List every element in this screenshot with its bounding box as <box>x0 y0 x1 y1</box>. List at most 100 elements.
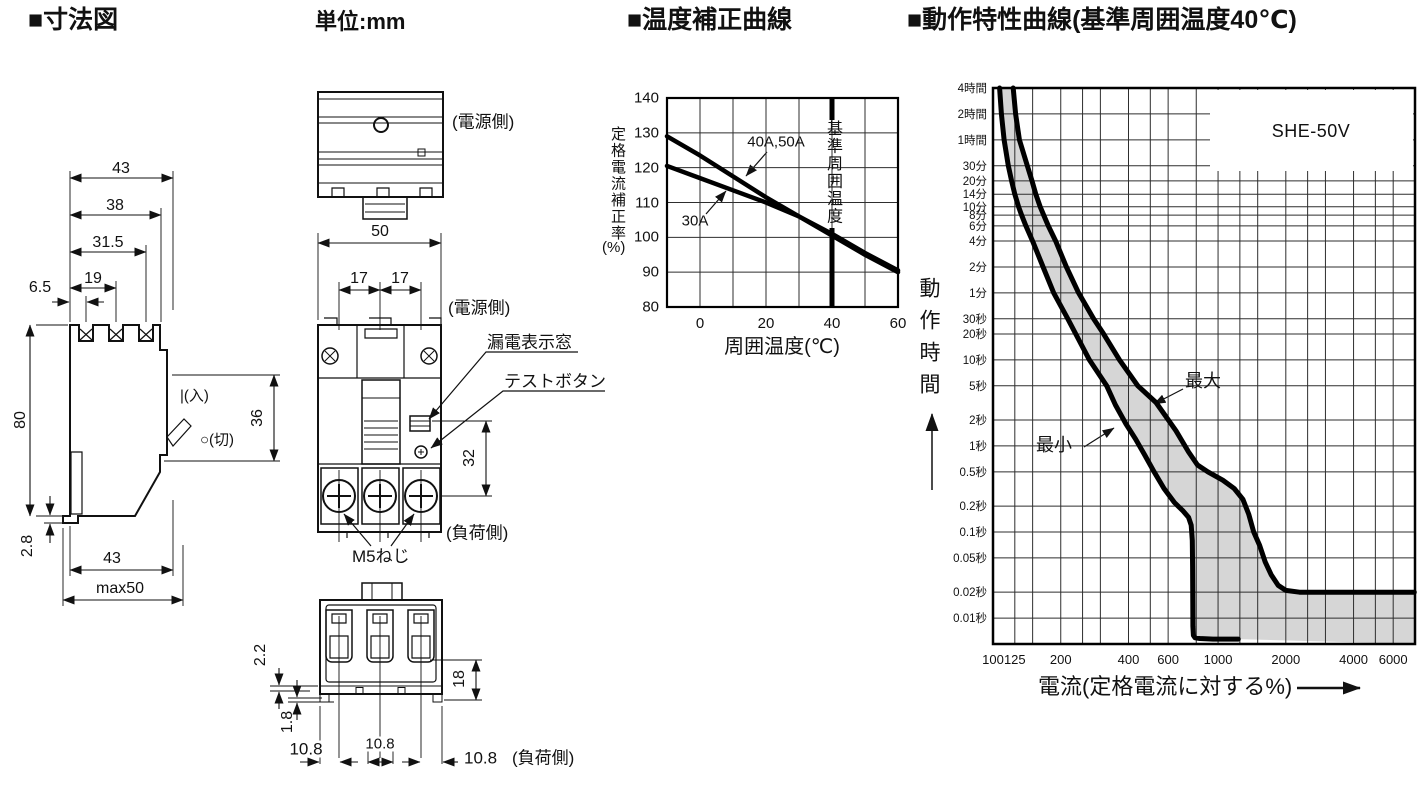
front-view <box>317 233 492 542</box>
m5-screw-label: M5ねじ <box>352 547 410 566</box>
min-curve-leader <box>1083 427 1115 448</box>
series-label-30a: 30A <box>681 212 709 230</box>
top-view <box>317 91 444 220</box>
test-button-leader <box>430 390 605 449</box>
dim-6-5: 6.5 <box>28 279 52 296</box>
terminal-screw-2 <box>363 479 397 513</box>
dim-43-bottom: 43 <box>103 550 121 567</box>
load-side-label-bottom: (負荷側) <box>512 748 575 768</box>
terminal-opening-3 <box>407 609 435 663</box>
title-operating-chart: ■動作特性曲線(基準周囲温度40℃) <box>907 6 1297 34</box>
dim-31-5: 31.5 <box>92 234 124 251</box>
m5-leader-left <box>343 513 372 547</box>
top-view-outline <box>317 91 444 198</box>
op-y-tick: 8分 <box>969 210 987 223</box>
dim-2-8: 2.8 <box>19 534 36 558</box>
terminal-opening-1 <box>325 609 353 663</box>
dim-50: 50 <box>371 223 389 240</box>
terminal-opening-2 <box>366 609 394 663</box>
op-y-tick: 10分 <box>962 201 987 214</box>
side-front-step <box>159 325 167 456</box>
title-dimensions: ■寸法図 <box>28 6 119 34</box>
op-y-tick: 30分 <box>962 160 987 173</box>
temp-y-axis-unit: (%) <box>602 239 626 256</box>
dim-19: 19 <box>84 270 102 287</box>
test-button <box>414 445 428 459</box>
mounting-hole <box>373 117 389 133</box>
temp-x-tick: 0 <box>695 315 705 332</box>
bottom-inner <box>325 604 437 683</box>
op-y-tick: 14分 <box>962 189 987 202</box>
temp-y-tick: 110 <box>635 194 659 211</box>
dim-max50: max50 <box>95 580 145 597</box>
case-screw-right <box>420 347 438 365</box>
operating-characteristic-chart <box>991 85 1417 646</box>
temp-x-axis-label: 周囲温度(℃) <box>724 336 840 358</box>
temp-correction-chart <box>664 96 901 309</box>
op-y-axis-label: 動作時間 <box>917 277 940 405</box>
op-y-tick: 5秒 <box>969 380 987 393</box>
indicator-dot <box>417 148 426 157</box>
op-x-tick: 6000 <box>1378 652 1408 667</box>
dim-2-2: 2.2 <box>252 643 269 667</box>
dim-10-8-right: 10.8 <box>464 748 498 768</box>
op-y-tick: 2分 <box>969 261 987 274</box>
op-x-tick: 1000 <box>1203 652 1233 667</box>
dim-10-8-center: 10.8 <box>364 735 396 753</box>
op-y-tick: 2秒 <box>969 415 987 428</box>
temp-x-tick: 60 <box>889 315 907 332</box>
model-label: SHE-50V <box>1271 121 1351 141</box>
leak-window-label: 漏電表示窓 <box>487 333 572 352</box>
op-y-tick: 1秒 <box>969 440 987 453</box>
m5-leader-right <box>390 513 415 547</box>
min-curve-label: 最小 <box>1036 435 1072 455</box>
dim-43-top: 43 <box>112 160 130 177</box>
toggle-block <box>361 379 401 465</box>
side-extension-lines <box>36 171 280 606</box>
supply-side-label-top: (電源側) <box>452 112 515 132</box>
handle-lever <box>166 418 192 447</box>
temp-y-tick: 80 <box>642 298 659 316</box>
handle-on-label: |(入) <box>180 387 209 405</box>
dim-36: 36 <box>249 409 266 427</box>
op-y-tick: 0.02秒 <box>953 587 987 600</box>
op-x-tick: 2000 <box>1271 652 1301 667</box>
op-y-tick: 0.1秒 <box>959 527 988 539</box>
bottom-view <box>270 582 482 767</box>
load-side-label-front: (負荷側) <box>446 523 509 543</box>
op-x-tick: 600 <box>1157 652 1179 667</box>
side-view <box>25 171 280 606</box>
supply-side-label-front: (電源側) <box>448 298 511 318</box>
terminal-screw-3 <box>404 479 438 513</box>
op-x-axis-label: 電流(定格電流に対する%) <box>1038 674 1293 699</box>
dim-18: 18 <box>451 670 468 688</box>
reference-temp-label: 基準周囲温度 <box>824 120 841 225</box>
test-button-label: テストボタン <box>504 372 606 391</box>
terminal-housings <box>320 467 441 525</box>
temp-x-tick: 20 <box>757 315 775 332</box>
temp-y-tick: 130 <box>633 124 659 142</box>
op-x-tick: 125 <box>1003 652 1026 667</box>
op-y-tick: 0.5秒 <box>959 466 988 479</box>
title-temp-chart: ■温度補正曲線 <box>627 6 793 34</box>
temp-y-tick: 100 <box>633 228 659 246</box>
bottom-view-outline <box>319 599 443 695</box>
din-clip <box>70 451 83 515</box>
leak-indicator-window <box>409 415 431 432</box>
temp-y-tick: 90 <box>642 263 659 281</box>
op-y-tick: 10秒 <box>962 354 987 367</box>
dim-1-8: 1.8 <box>279 710 296 734</box>
top-view-tabs <box>331 187 433 198</box>
temp-y-tick: 120 <box>633 159 659 177</box>
dim-17-left: 17 <box>350 270 368 287</box>
handle-off-label: ○(切) <box>200 431 235 449</box>
op-x-tick: 200 <box>1049 652 1072 667</box>
op-y-tick: 0.2秒 <box>959 501 988 514</box>
op-x-tick: 100 <box>982 652 1004 667</box>
dim-80: 80 <box>12 411 29 429</box>
max-curve-label: 最大 <box>1185 371 1221 391</box>
op-y-tick: 0.05秒 <box>953 552 987 565</box>
op-y-tick: 30秒 <box>962 313 987 326</box>
